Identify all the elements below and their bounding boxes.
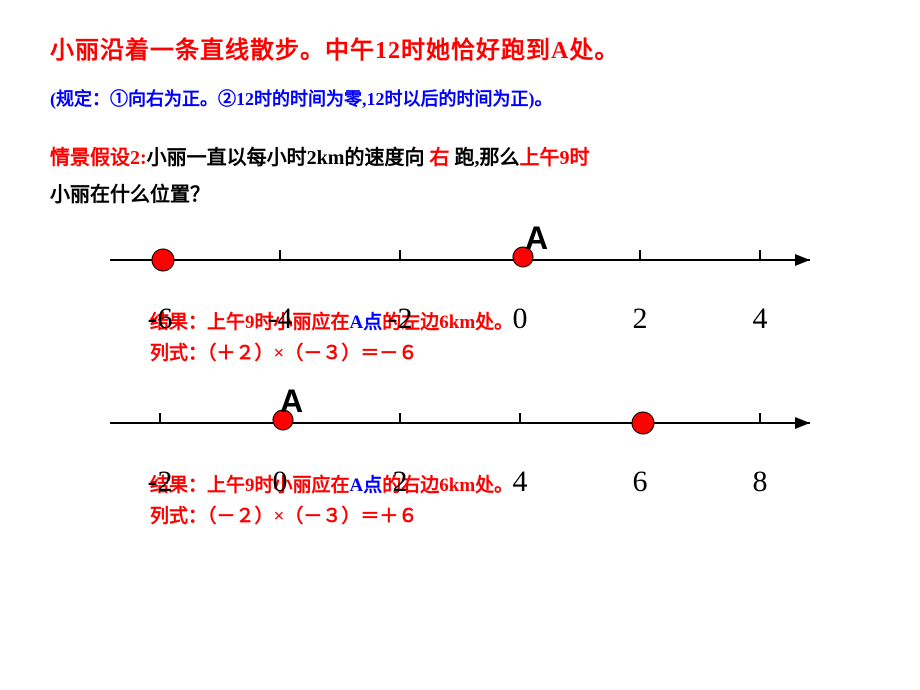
title: 小丽沿着一条直线散步。中午12时她恰好跑到A处。 xyxy=(50,30,870,65)
scenario-line: 情景假设2:小丽一直以每小时2km的速度向 右 跑,那么上午9时 xyxy=(50,141,870,170)
nl2-tick-2: 2 xyxy=(393,465,408,499)
nl1-tick-5: 4 xyxy=(753,302,768,336)
number-line-1-svg xyxy=(80,232,840,302)
number-line-2-svg xyxy=(80,395,840,465)
number-line-2: A -2 0 2 4 6 8 xyxy=(80,395,840,465)
result2-aref: A点 xyxy=(350,475,383,496)
nl2-tick-4: 6 xyxy=(633,465,648,499)
nl2-tick-1: 0 xyxy=(273,465,288,499)
nl1-tick-2: -2 xyxy=(388,302,413,336)
result2-formula: 列式：（－２）×（－３）＝＋６ xyxy=(150,501,870,528)
result2-prefix: 结果：上午9时小丽应在 xyxy=(150,475,350,496)
a-label-1: A xyxy=(525,220,548,257)
nl2-tick-3: 4 xyxy=(513,465,528,499)
scenario-text-2: 跑,那么 xyxy=(454,147,519,169)
scenario-text-1: 小丽一直以每小时2km的速度向 xyxy=(147,147,425,169)
nl2-tick-5: 8 xyxy=(753,465,768,499)
result1-prefix: 结果：上午9时小丽应在 xyxy=(150,312,350,333)
nl1-tick-1: -4 xyxy=(268,302,293,336)
nl1-tick-4: 2 xyxy=(633,302,648,336)
scenario-label: 情景假设2: xyxy=(50,147,147,169)
number-line-1: A -6 -4 -2 0 2 4 xyxy=(80,232,840,302)
result1-aref: A点 xyxy=(350,312,383,333)
scenario-continue: 小丽在什么位置？ xyxy=(50,178,870,207)
a-label-2: A xyxy=(280,383,303,420)
scenario-time: 上午9时 xyxy=(519,147,589,169)
rule-text: (规定：①向右为正。②12时的时间为零,12时以后的时间为正)。 xyxy=(50,85,870,111)
result1-formula: 列式：（＋２）×（－３）＝－６ xyxy=(150,338,870,365)
nl2-tick-0: -2 xyxy=(148,465,173,499)
nl1-tick-3: 0 xyxy=(513,302,528,336)
scenario-direction: 右 xyxy=(429,147,449,169)
nl1-tick-0: -6 xyxy=(148,302,173,336)
